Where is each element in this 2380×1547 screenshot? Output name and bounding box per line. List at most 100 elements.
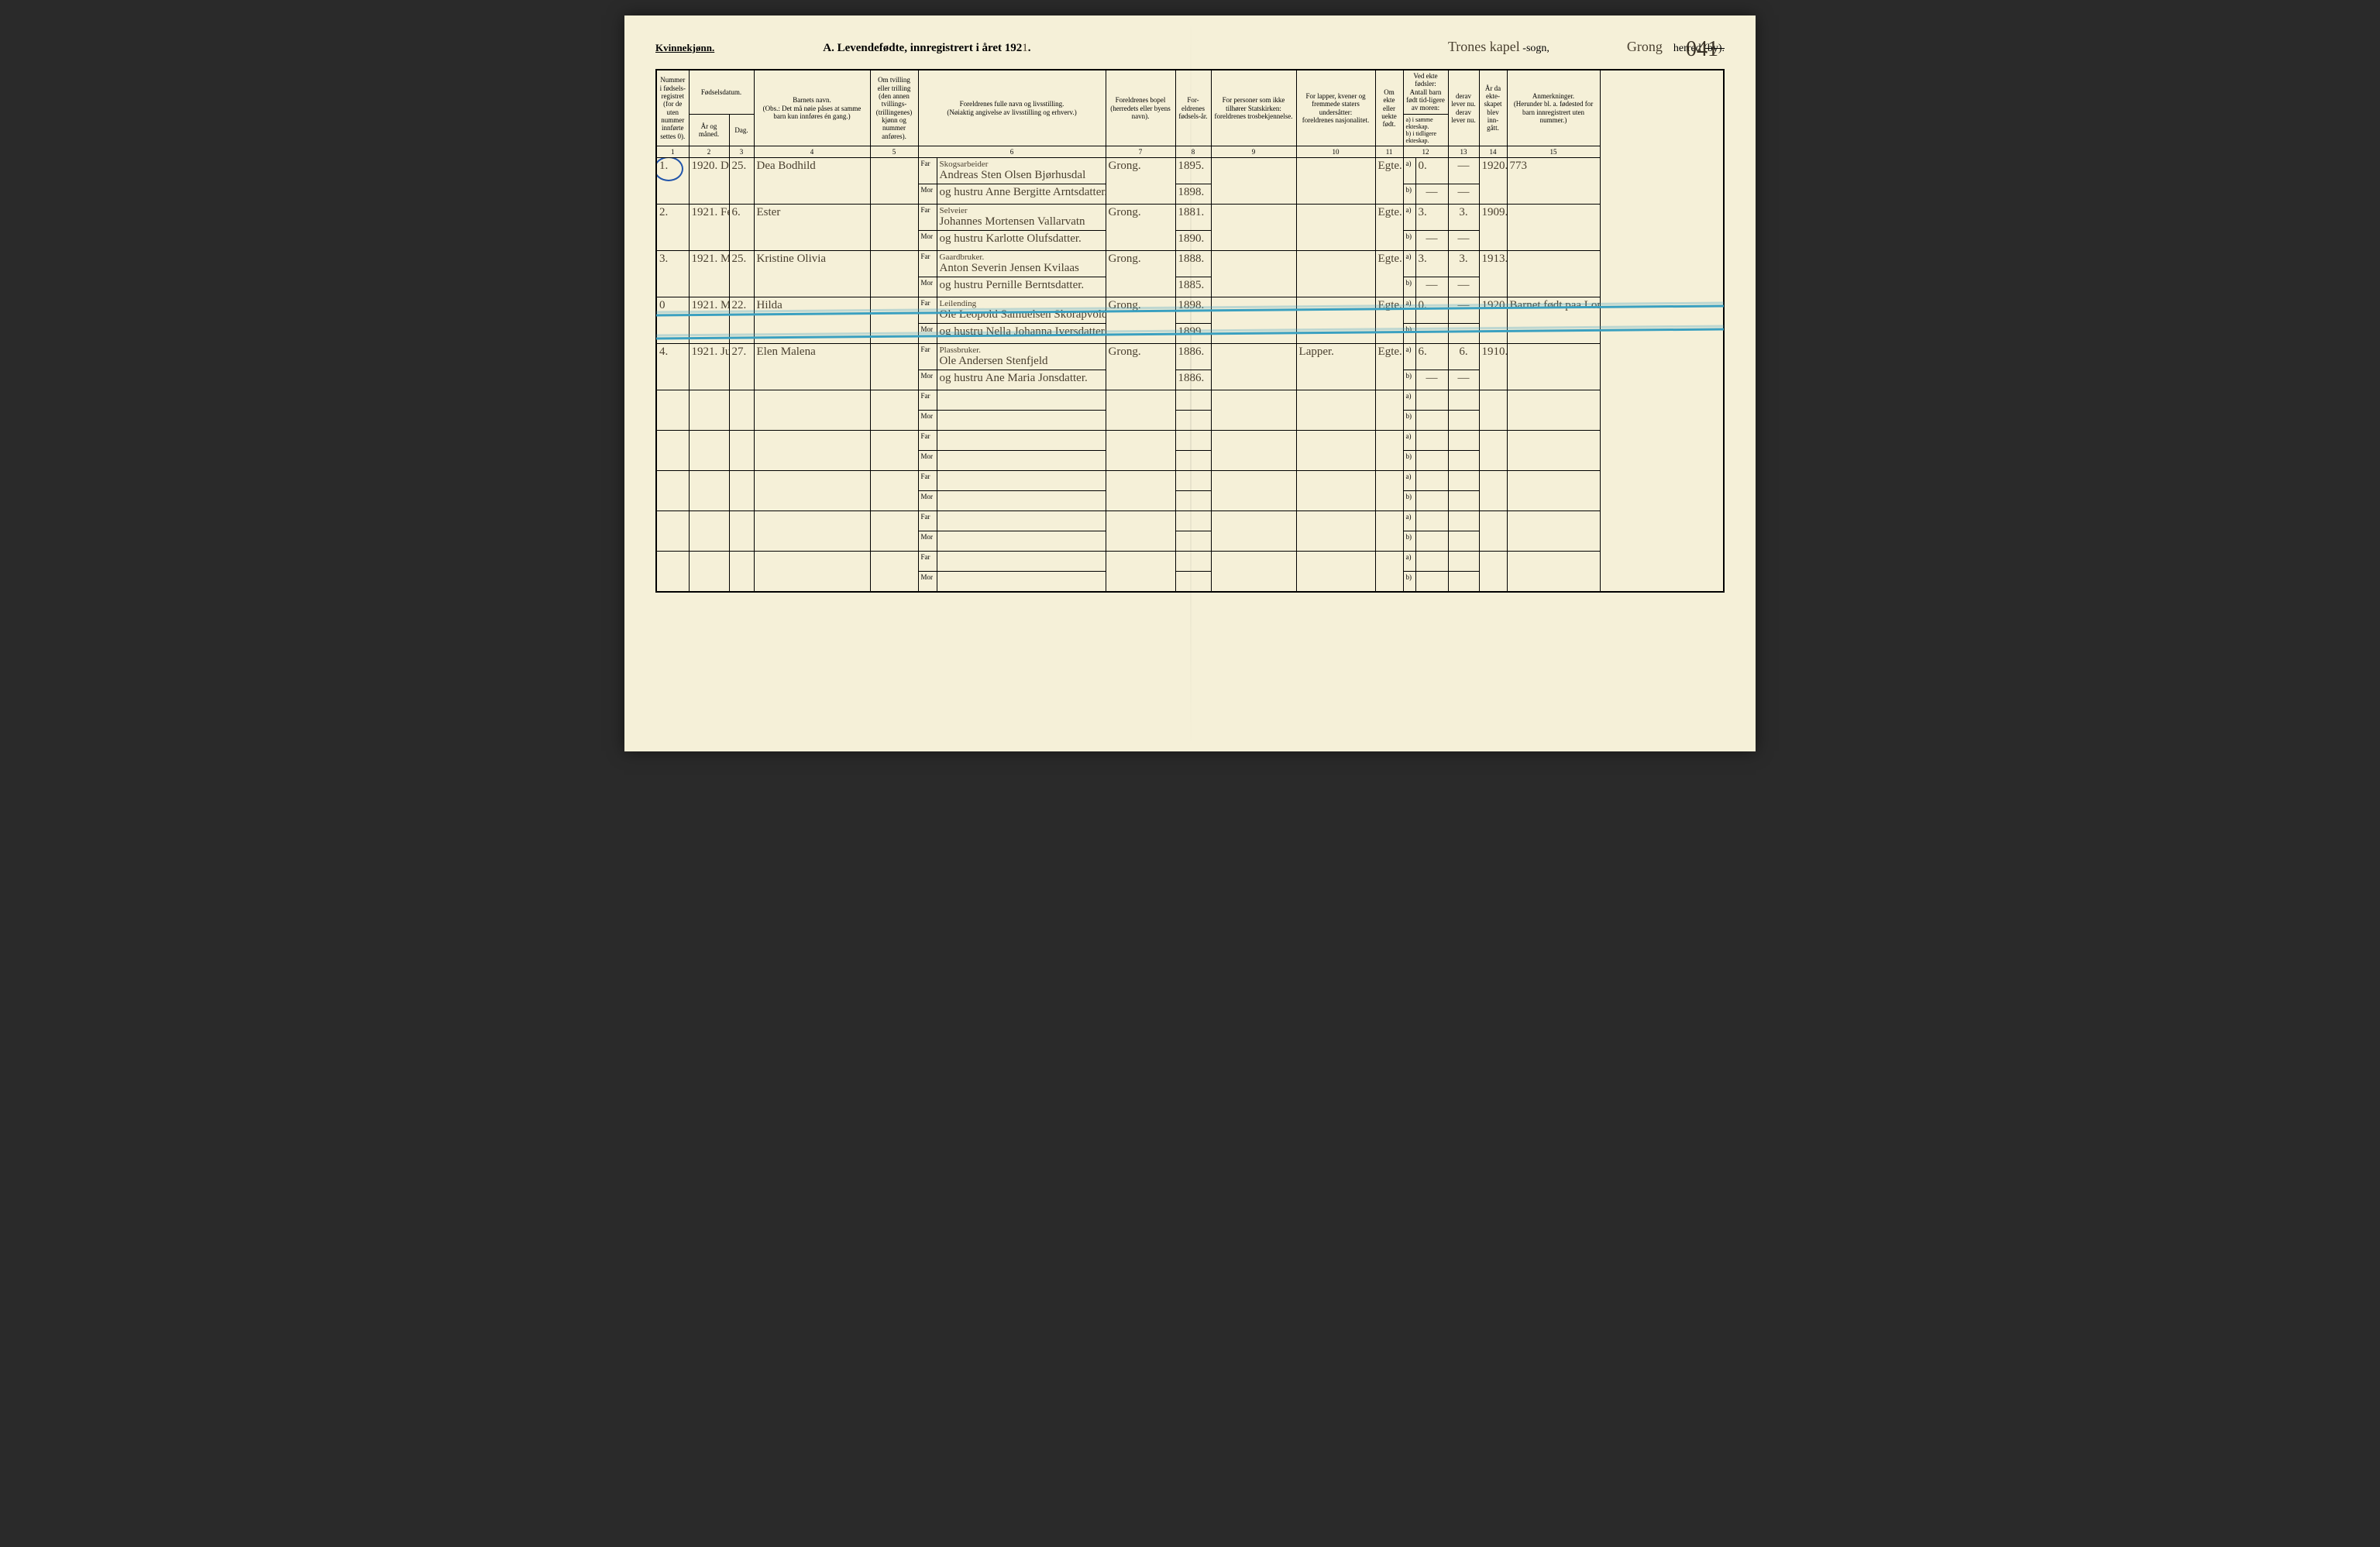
register-page: Kvinnekjønn. A. Levendefødte, innregistr… [624, 15, 1756, 751]
colnum: 9 [1211, 146, 1296, 158]
twin-col [870, 344, 918, 390]
empty-row-father: Far a) [656, 552, 1724, 572]
entry-row-father: 0 1921. Mars. 22. Hilda Far LeilendingOl… [656, 297, 1724, 324]
col-8: For-eldrenes fødsels-år. [1175, 70, 1211, 146]
a13: 6. [1448, 344, 1479, 370]
colnum: 10 [1296, 146, 1375, 158]
col-10-sub: foreldrenes nasjonalitet. [1299, 116, 1373, 124]
colnum: 12 [1403, 146, 1448, 158]
far-label: Far [918, 431, 937, 451]
ekte: Egte. [1375, 251, 1403, 297]
b-value: — [1415, 277, 1448, 297]
father-name: Gaardbruker.Anton Severin Jensen Kvilaas [937, 251, 1106, 277]
b-label: b) [1403, 411, 1415, 431]
note: Barnet født paa Longs-nes i Foldereid. [1507, 297, 1600, 344]
ekte: Egte. [1375, 158, 1403, 205]
colnum: 1 [656, 146, 689, 158]
col-1: Nummer i fødsels-registret (for de uten … [656, 70, 689, 146]
tros [1211, 251, 1296, 297]
mother-year: 1885. [1175, 277, 1211, 297]
colnum: 7 [1106, 146, 1175, 158]
mother-name: og hustru Nella Johanna Iversdatter Aarm… [937, 324, 1106, 344]
mor-label: Mor [918, 184, 937, 205]
a13: — [1448, 158, 1479, 184]
day: 27. [729, 344, 754, 390]
far-label: Far [918, 344, 937, 370]
gender-label: Kvinnekjønn. [655, 42, 714, 54]
a-label: a) [1403, 205, 1415, 231]
a-label: a) [1403, 158, 1415, 184]
mor-label: Mor [918, 531, 937, 552]
col-12b: b) i tidligere ekteskap. [1406, 130, 1446, 144]
sogn: Trones kapel -sogn, [1448, 39, 1549, 55]
b13: — [1448, 370, 1479, 390]
day: 25. [729, 158, 754, 205]
b-label: b) [1403, 184, 1415, 205]
b13: — [1448, 324, 1479, 344]
father-year: 1895. [1175, 158, 1211, 184]
entry-row-father: 4. 1921. Juli. 27. Elen Malena Far Plass… [656, 344, 1724, 370]
father-name: SelveierJohannes Mortensen Vallarvatn [937, 205, 1106, 231]
colnum: 2 [689, 146, 729, 158]
b13: — [1448, 277, 1479, 297]
entries-body: 1. 1920. December 25. Dea Bodhild Far Sk… [656, 158, 1724, 592]
empty-row-father: Far a) [656, 511, 1724, 531]
colnum: 4 [754, 146, 870, 158]
ekte: Egte. [1375, 205, 1403, 251]
mor-label: Mor [918, 324, 937, 344]
bopel: Grong. [1106, 344, 1175, 390]
entry-number: 2. [656, 205, 689, 251]
page-number: 041 [1686, 37, 1718, 62]
marriage-year: 1913. [1479, 251, 1507, 297]
b13: — [1448, 184, 1479, 205]
col-15-top: Anmerkninger. [1510, 92, 1598, 100]
b-value: — [1415, 184, 1448, 205]
far-label: Far [918, 511, 937, 531]
note [1507, 344, 1600, 390]
year-month: 1920. December [689, 158, 729, 205]
tros [1211, 205, 1296, 251]
note [1507, 205, 1600, 251]
col-6-top: Foreldrenes fulle navn og livsstilling. [921, 100, 1103, 108]
far-label: Far [918, 205, 937, 231]
mor-label: Mor [918, 451, 937, 471]
col-12-sub: a) i samme ekteskap. b) i tidligere ekte… [1403, 114, 1448, 146]
mor-label: Mor [918, 370, 937, 390]
bopel: Grong. [1106, 158, 1175, 205]
b-label: b) [1403, 370, 1415, 390]
b-label: b) [1403, 572, 1415, 592]
nasjonalitet: Lapper. [1296, 344, 1375, 390]
nasjonalitet [1296, 297, 1375, 344]
sogn-value: Trones kapel [1448, 39, 1520, 54]
day: 6. [729, 205, 754, 251]
col-11: Om ekte eller uekte født. [1375, 70, 1403, 146]
a-value: 3. [1415, 205, 1448, 231]
mor-label: Mor [918, 572, 937, 592]
col-2-top: Fødselsdatum. [689, 70, 754, 114]
a-label: a) [1403, 511, 1415, 531]
day: 22. [729, 297, 754, 344]
child-name: Dea Bodhild [754, 158, 870, 205]
col-4-top: Barnets navn. [757, 96, 868, 104]
col-7-top: Foreldrenes bopel [1109, 96, 1173, 104]
bopel: Grong. [1106, 251, 1175, 297]
twin-col [870, 205, 918, 251]
a-label: a) [1403, 552, 1415, 572]
bopel: Grong. [1106, 205, 1175, 251]
mor-label: Mor [918, 277, 937, 297]
mother-year: 1898. [1175, 184, 1211, 205]
day: 25. [729, 251, 754, 297]
entry-number: 4. [656, 344, 689, 390]
col-9-top: For personer som ikke tilhører Statskirk… [1214, 96, 1294, 112]
tros [1211, 297, 1296, 344]
colnum: 8 [1175, 146, 1211, 158]
col-2a: År og måned. [689, 114, 729, 146]
b-label: b) [1403, 531, 1415, 552]
b-label: b) [1403, 277, 1415, 297]
colnum: 15 [1507, 146, 1600, 158]
marriage-year: 1920. [1479, 297, 1507, 344]
b13: — [1448, 231, 1479, 251]
year-month: 1921. Mars. [689, 251, 729, 297]
col-12a: a) i samme ekteskap. [1406, 116, 1446, 130]
far-label: Far [918, 158, 937, 184]
